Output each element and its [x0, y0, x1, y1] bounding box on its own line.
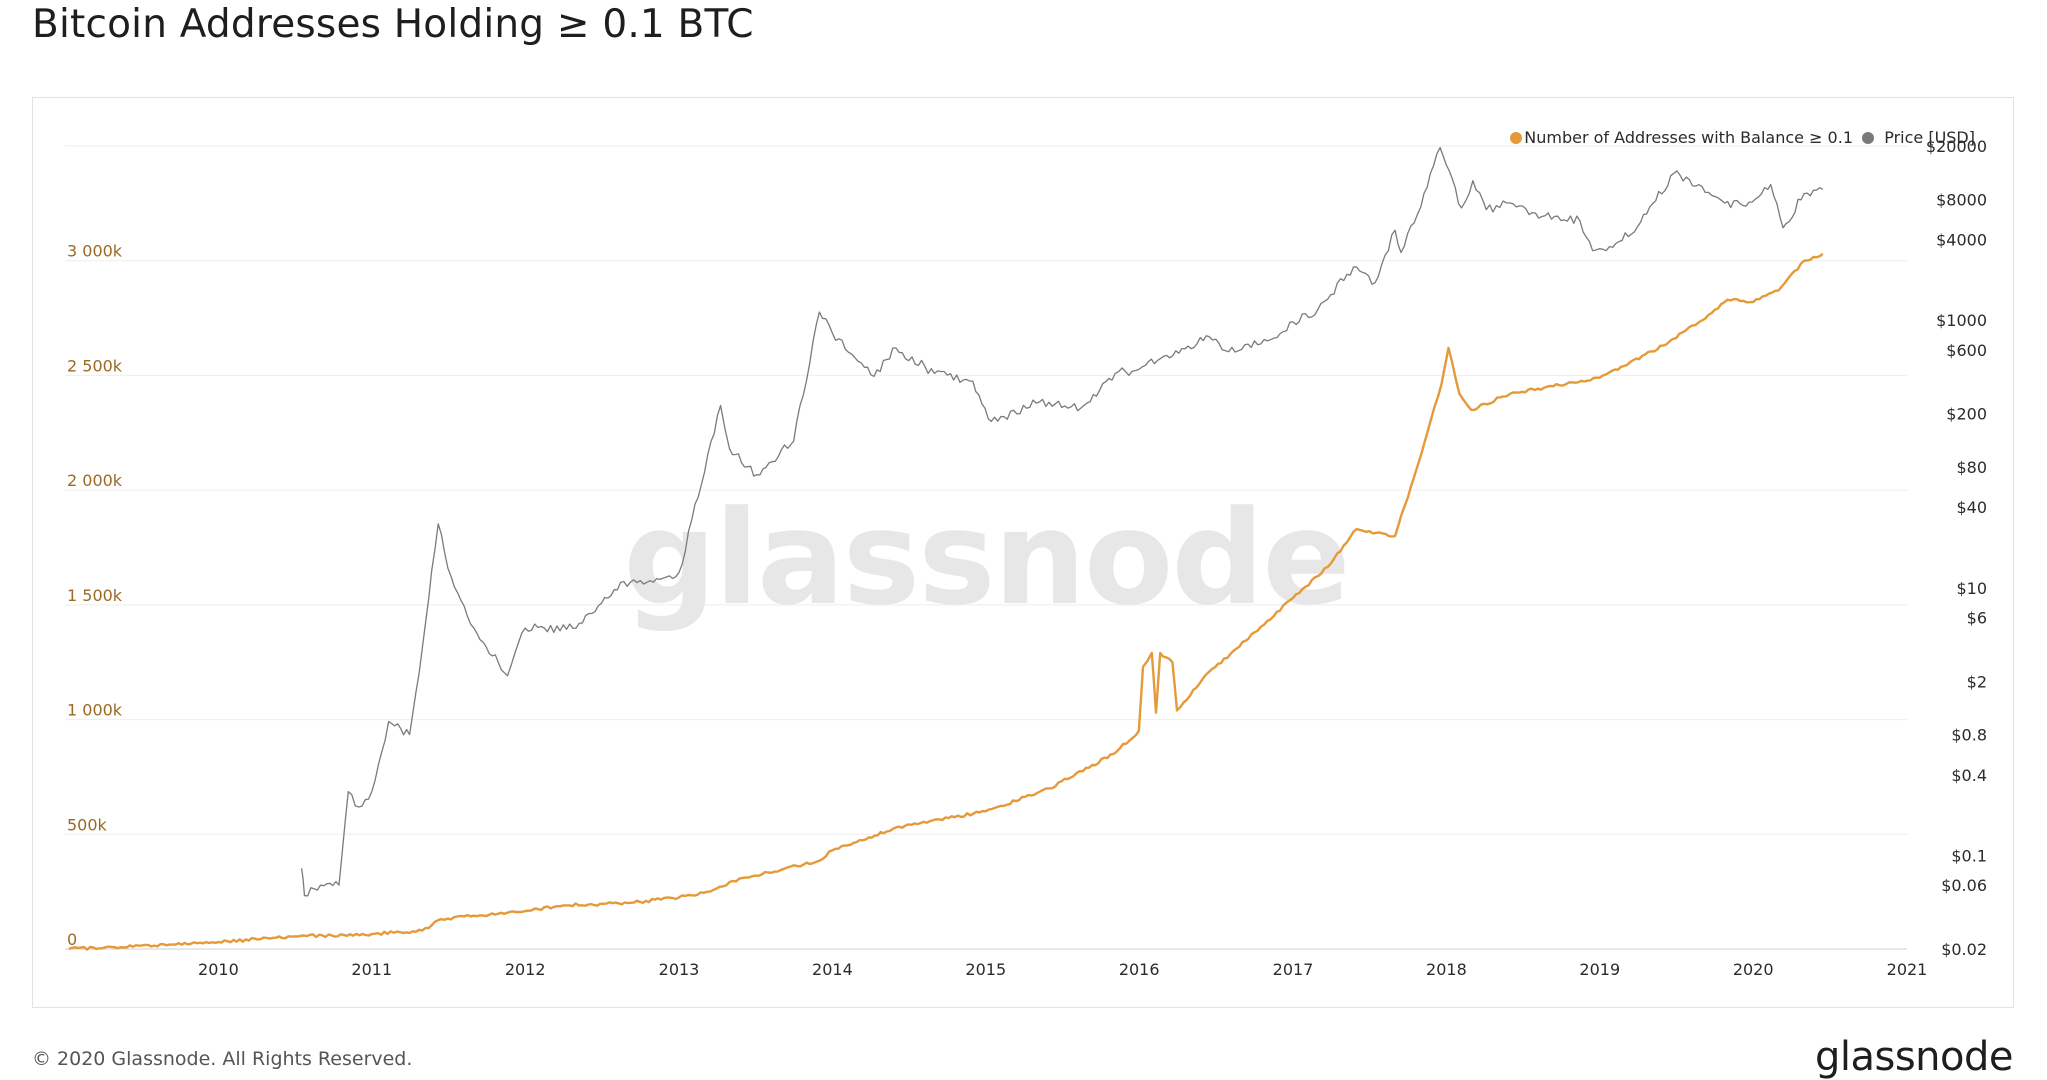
- x-axis: 2010 2011 2012 2013 2014 2015 2016 2017 2018 2019…: [198, 960, 1927, 979]
- y-left-tick-label: 2 000k: [67, 471, 123, 490]
- x-tick-label: 2012: [505, 960, 546, 979]
- y-right-tick-label: $8000: [1936, 190, 1987, 209]
- y-left-tick-label: 1 000k: [67, 701, 123, 720]
- y-left-tick-label: 500k: [67, 815, 108, 834]
- y-right-tick-label: $80: [1956, 458, 1987, 477]
- y-right-tick-label: $6: [1967, 608, 1987, 627]
- x-tick-label: 2017: [1273, 960, 1314, 979]
- y-right-tick-label: $20000: [1926, 137, 1987, 156]
- legend-label-addresses: Number of Addresses with Balance ≥ 0.1: [1524, 128, 1853, 147]
- footer-brand-logo[interactable]: glassnode: [1814, 1034, 2014, 1080]
- y-right-tick-label: $600: [1946, 341, 1987, 360]
- y-right-tick-label: $2: [1967, 672, 1987, 691]
- legend-marker-addresses: [1510, 132, 1522, 144]
- addresses-series-line: [68, 252, 1824, 951]
- y-right-tick-label: $200: [1946, 405, 1987, 424]
- y-right-tick-label: $0.1: [1951, 846, 1987, 865]
- gridlines: [65, 145, 1907, 950]
- watermark-logo: glassnode: [623, 482, 1348, 634]
- legend-marker-price: [1862, 132, 1874, 144]
- x-tick-label: 2018: [1426, 960, 1467, 979]
- y-left-tick-label: 0: [67, 930, 77, 949]
- x-tick-label: 2014: [812, 960, 853, 979]
- page-title: Bitcoin Addresses Holding ≥ 0.1 BTC: [32, 2, 754, 47]
- y-left-tick-label: 1 500k: [67, 586, 123, 605]
- y-right-tick-label: $0.4: [1951, 766, 1987, 785]
- y-right-tick-label: $0.02: [1941, 940, 1987, 959]
- x-tick-label: 2021: [1887, 960, 1928, 979]
- y-left-tick-label: 2 500k: [67, 356, 123, 375]
- x-tick-label: 2016: [1119, 960, 1160, 979]
- legend: Price [USD] Number of Addresses with Bala…: [1510, 128, 1975, 147]
- price-series-line: [300, 146, 1824, 897]
- y-right-tick-label: $0.8: [1951, 726, 1987, 745]
- y-left-axis: 0 500k 1 000k 1 500k 2 000k 2 500k 3 000k: [67, 242, 123, 949]
- x-tick-label: 2010: [198, 960, 239, 979]
- chart-svg: glassnode 0 500k 1 000k 1 500k 2 000k 2 500k 3 …: [65, 128, 1987, 979]
- chart-panel: glassnode 0 500k 1 000k 1 500k 2 000k 2 500k 3 …: [32, 97, 2014, 1008]
- y-right-tick-label: $4000: [1936, 231, 1987, 250]
- y-right-tick-label: $0.06: [1941, 876, 1987, 895]
- x-tick-label: 2015: [965, 960, 1006, 979]
- x-tick-label: 2020: [1733, 960, 1774, 979]
- y-right-tick-label: $1000: [1936, 311, 1987, 330]
- y-right-tick-label: $10: [1956, 579, 1987, 598]
- y-right-axis: $20000 $8000 $4000 $1000 $600 $200 $80 $40 $10 $6…: [1926, 137, 1987, 959]
- footer-copyright: © 2020 Glassnode. All Rights Reserved.: [32, 1048, 413, 1070]
- x-tick-label: 2019: [1579, 960, 1620, 979]
- legend-label-price: Price [USD]: [1884, 128, 1975, 147]
- y-right-tick-label: $40: [1956, 498, 1987, 517]
- x-tick-label: 2013: [659, 960, 700, 979]
- y-left-tick-label: 3 000k: [67, 242, 123, 261]
- x-tick-label: 2011: [351, 960, 392, 979]
